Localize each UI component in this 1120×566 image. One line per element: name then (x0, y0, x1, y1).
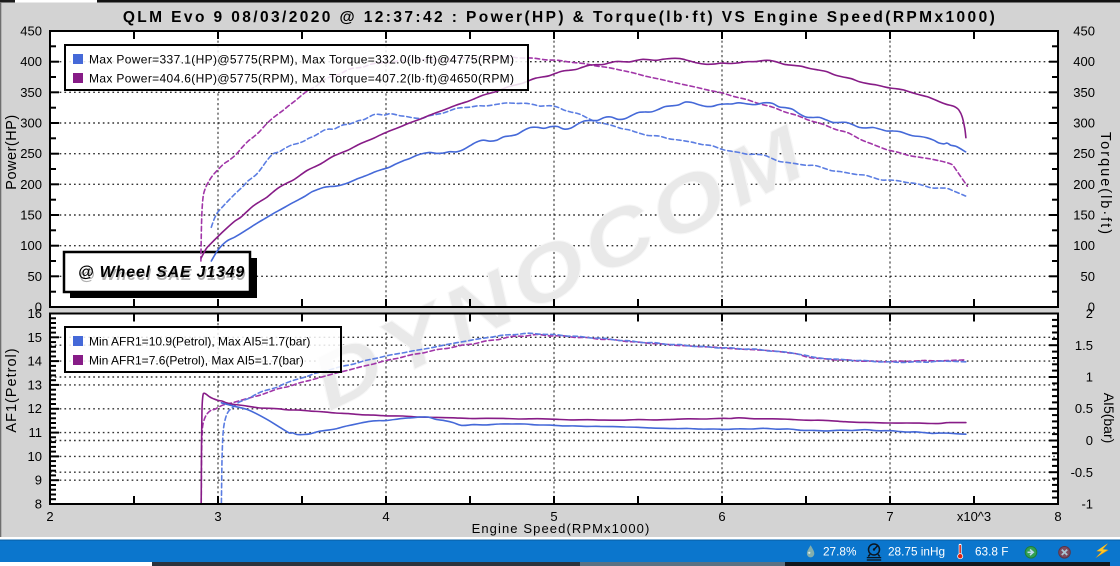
svg-text:63.8 F: 63.8 F (975, 545, 1008, 559)
svg-text:250: 250 (20, 146, 42, 161)
svg-text:100: 100 (20, 238, 42, 253)
svg-text:1.5: 1.5 (1075, 338, 1093, 353)
svg-text:0: 0 (35, 300, 42, 315)
svg-text:3: 3 (214, 509, 221, 524)
svg-text:2: 2 (1086, 306, 1093, 321)
svg-text:Max Power=404.6(HP)@5775(RPM),: Max Power=404.6(HP)@5775(RPM), Max Torqu… (89, 72, 514, 86)
svg-text:400: 400 (20, 54, 42, 69)
svg-text:14: 14 (28, 354, 42, 369)
svg-text:200: 200 (20, 177, 42, 192)
svg-text:9: 9 (35, 473, 42, 488)
svg-text:150: 150 (1073, 208, 1095, 223)
svg-text:-1: -1 (1081, 497, 1093, 512)
svg-text:450: 450 (20, 24, 42, 39)
svg-text:300: 300 (1073, 116, 1095, 131)
svg-text:Torque(lb·ft): Torque(lb·ft) (1097, 132, 1113, 236)
svg-text:Power(HP): Power(HP) (4, 114, 20, 189)
svg-text:8: 8 (1054, 509, 1061, 524)
svg-text:-0.5: -0.5 (1071, 465, 1093, 480)
svg-text:350: 350 (1073, 85, 1095, 100)
svg-text:13: 13 (28, 377, 42, 392)
svg-text:4: 4 (382, 509, 389, 524)
svg-text:350: 350 (20, 85, 42, 100)
svg-text:27.8%: 27.8% (823, 545, 857, 559)
svg-text:AI5(bar): AI5(bar) (1101, 393, 1117, 444)
svg-text:200: 200 (1073, 177, 1095, 192)
svg-text:12: 12 (28, 401, 42, 416)
svg-text:1: 1 (1086, 370, 1093, 385)
svg-text:AF1(Petrol): AF1(Petrol) (4, 347, 20, 432)
svg-text:450: 450 (1073, 24, 1095, 39)
svg-text:Engine Speed(RPMx1000): Engine Speed(RPMx1000) (472, 521, 651, 536)
svg-text:7: 7 (886, 509, 893, 524)
svg-text:Max Power=337.1(HP)@5775(RPM),: Max Power=337.1(HP)@5775(RPM), Max Torqu… (89, 53, 514, 67)
svg-text:400: 400 (1073, 54, 1095, 69)
svg-text:6: 6 (718, 509, 725, 524)
svg-text:@ Wheel SAE J1349: @ Wheel SAE J1349 (79, 267, 246, 284)
svg-text:Min AFR1=7.6(Petrol), Max AI5=: Min AFR1=7.6(Petrol), Max AI5=1.7(bar) (89, 354, 304, 368)
svg-text:300: 300 (20, 116, 42, 131)
svg-text:0.5: 0.5 (1075, 401, 1093, 416)
svg-text:100: 100 (1073, 238, 1095, 253)
svg-text:0: 0 (1088, 300, 1095, 315)
svg-text:16: 16 (28, 306, 42, 321)
svg-text:Min AFR1=10.9(Petrol), Max AI5: Min AFR1=10.9(Petrol), Max AI5=1.7(bar) (89, 335, 310, 349)
svg-text:8: 8 (35, 497, 42, 512)
svg-text:2: 2 (46, 509, 53, 524)
svg-text:250: 250 (1073, 146, 1095, 161)
svg-text:15: 15 (28, 330, 42, 345)
svg-text:50: 50 (1081, 269, 1095, 284)
svg-text:150: 150 (20, 208, 42, 223)
svg-text:11: 11 (29, 425, 43, 440)
svg-text:10: 10 (28, 449, 42, 464)
svg-text:5: 5 (550, 509, 557, 524)
svg-text:QLM Evo 9 08/03/2020 @ 12:37:4: QLM Evo 9 08/03/2020 @ 12:37:42 : Power(… (123, 9, 997, 26)
svg-text:@ Wheel SAE J1349: @ Wheel SAE J1349 (78, 264, 245, 281)
svg-text:0: 0 (1086, 433, 1093, 448)
svg-text:50: 50 (28, 269, 42, 284)
svg-text:x10^3: x10^3 (957, 509, 991, 524)
svg-text:28.75 inHg: 28.75 inHg (888, 545, 945, 559)
